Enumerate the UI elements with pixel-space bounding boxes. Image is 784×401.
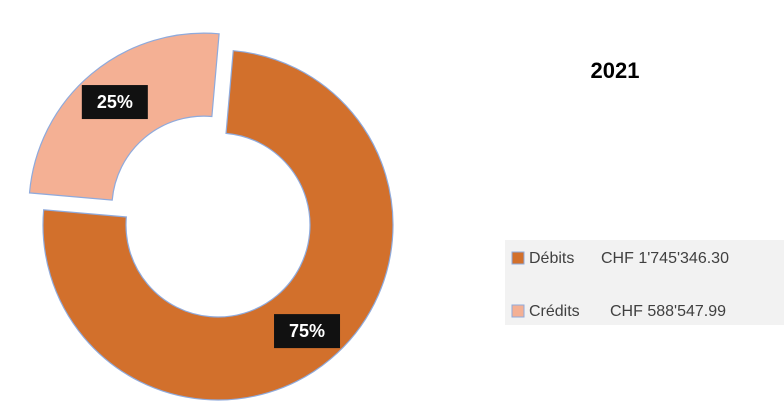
legend-amount: CHF 1'745'346.30 — [601, 250, 729, 267]
data-label-box — [81, 85, 148, 120]
legend-label: Crédits — [529, 303, 580, 320]
data-label-box — [274, 314, 341, 349]
donut-slice — [42, 50, 394, 401]
data-label: 25% — [97, 92, 133, 112]
chart-title: 2021 — [591, 58, 640, 83]
legend-amount: CHF 588'547.99 — [610, 303, 726, 320]
legend-swatch — [511, 304, 525, 318]
legend-box — [505, 240, 784, 325]
data-label: 75% — [289, 321, 325, 341]
legend-label: Débits — [529, 250, 574, 267]
legend-swatch — [511, 251, 525, 265]
